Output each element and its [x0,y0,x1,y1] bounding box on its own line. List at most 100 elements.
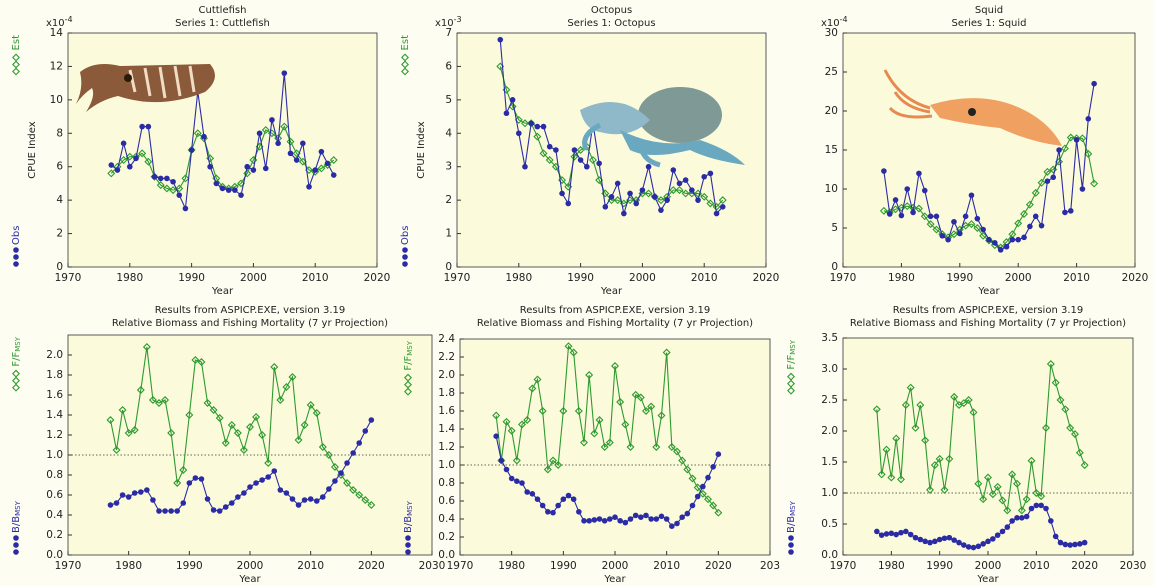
point [138,489,144,495]
point [690,503,696,509]
point [164,176,170,182]
point [211,507,217,513]
point [679,514,685,520]
point [530,491,536,497]
point [1015,237,1021,243]
point [581,518,587,524]
point [302,497,308,503]
point [314,498,320,504]
point [524,489,530,495]
point [555,503,561,509]
point [995,532,1001,538]
point [201,134,207,140]
point [535,496,541,502]
point [133,156,139,162]
point [405,549,411,555]
point [516,130,522,136]
x-tick-label: 2020 [364,272,391,284]
x-tick-label: 2020 [753,272,780,284]
point [1038,503,1044,509]
point [874,529,880,535]
point [966,544,972,550]
point [633,201,639,207]
point [271,468,277,474]
point [150,497,156,503]
point [207,164,213,170]
point [969,192,975,198]
point [402,247,408,253]
point [922,539,928,545]
point [265,474,271,480]
y-tick-label: 0.0 [46,549,63,561]
point [628,516,634,522]
y-tick-label: 1.2 [438,441,455,453]
x-tick-label: 1990 [926,560,953,572]
point [332,478,338,484]
point [226,187,232,193]
y-tick-label: 2 [445,194,452,206]
point [326,486,332,492]
point [402,68,408,74]
point [947,535,953,541]
y-tick-label: 3.5 [821,332,838,344]
point [584,164,590,170]
legend-label: Obs [11,226,22,245]
point [278,487,284,493]
y-tick-label: 8 [56,127,63,139]
point [884,531,890,537]
point [903,529,909,535]
legend-label: B/BMSY [11,500,22,533]
point [325,161,331,167]
x-tick-label: 2020 [1122,272,1149,284]
x-tick-label: 1970 [830,272,857,284]
chart-title: Octopus [591,5,632,16]
legend-sub: MSY [789,500,797,515]
multiplier-exponent: -4 [65,15,73,24]
y-tick-label: 3 [445,161,452,173]
point [13,384,19,390]
point [674,521,680,527]
point [617,518,623,524]
point [156,508,162,514]
point [319,149,325,155]
point [683,177,689,183]
point [1062,210,1068,216]
point [497,37,503,43]
point [1021,235,1027,241]
point [893,197,899,203]
point [13,254,19,260]
point [251,167,257,173]
point [1005,524,1011,530]
x-tick-label: 2020 [1071,560,1098,572]
y-tick-label: 2.0 [438,369,455,381]
point [689,187,695,193]
point [259,477,265,483]
point [1014,515,1020,521]
x-tick-label: 1990 [178,272,205,284]
point [284,490,290,496]
chart-subtitle: Series 1: Squid [952,18,1027,29]
point [294,157,300,163]
point [306,184,312,190]
point [788,535,794,541]
point [932,539,938,545]
point [1029,506,1035,512]
point [139,124,145,130]
point [927,540,933,546]
point [13,377,19,383]
x-tick-label: 2000 [237,560,264,572]
point [1043,506,1049,512]
point [957,231,963,237]
point [1053,534,1059,540]
x-tick-label: 2020 [358,560,385,572]
point [975,216,981,222]
point [1045,178,1051,184]
point [275,141,281,147]
x-axis-label: Year [211,286,234,297]
point [535,124,541,130]
x-tick-label: 1970 [444,272,471,284]
point [654,516,660,522]
point [13,549,19,555]
point [193,475,199,481]
y-tick-label: 0.6 [46,489,63,501]
